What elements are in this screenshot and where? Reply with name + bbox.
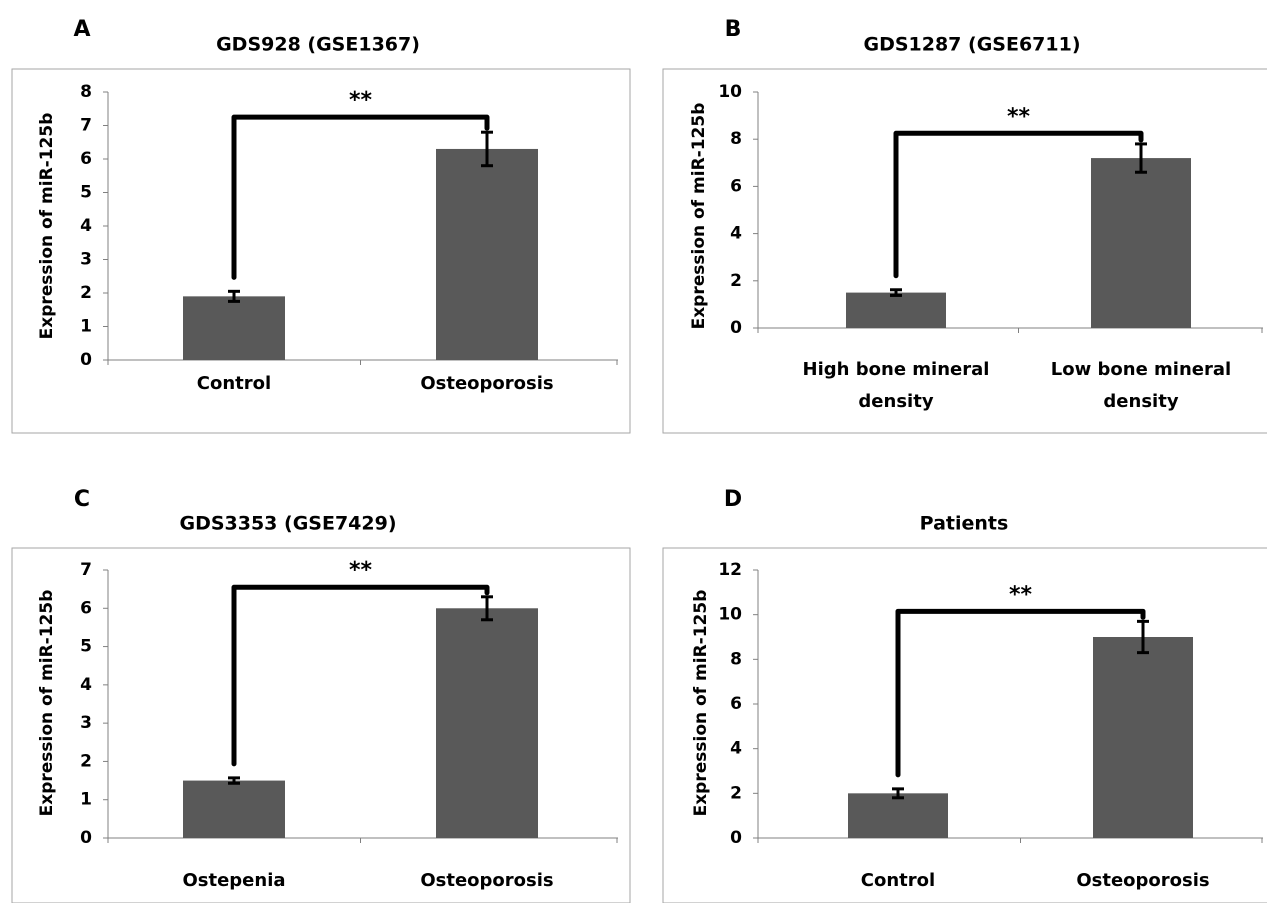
- bar: [848, 793, 948, 838]
- x-tick-label: density: [1103, 391, 1178, 412]
- y-tick-label: 1: [80, 317, 92, 337]
- y-tick-label: 6: [80, 598, 92, 618]
- y-axis-label: Expression of miR-125b: [691, 590, 711, 817]
- y-tick-label: 1: [80, 790, 92, 810]
- significance-label: **: [349, 88, 373, 113]
- bar: [1093, 637, 1193, 838]
- y-tick-label: 4: [730, 224, 742, 244]
- bar: [1091, 158, 1191, 328]
- bar: [846, 292, 946, 328]
- panel-d: D Patients 0 2 4 6 8 10 12 Expression of miR-125b…: [662, 487, 1267, 903]
- significance-label: **: [349, 558, 373, 583]
- y-tick-label: 3: [80, 713, 92, 733]
- y-tick-label: 6: [730, 176, 742, 196]
- y-tick-label: 2: [80, 283, 92, 303]
- chart-title: GDS3353 (GSE7429): [179, 513, 396, 535]
- y-tick-label: 8: [80, 82, 92, 102]
- bar: [183, 296, 285, 360]
- y-tick-label: 0: [80, 350, 92, 370]
- y-tick-label: 4: [80, 675, 92, 695]
- chart-title: GDS1287 (GSE6711): [863, 34, 1080, 56]
- x-tick-label: Ostepenia: [182, 870, 285, 891]
- y-tick-label: 4: [730, 739, 742, 759]
- chart-title: Patients: [920, 513, 1009, 535]
- y-tick-label: 3: [80, 250, 92, 270]
- y-tick-label: 6: [80, 149, 92, 169]
- y-axis-label: Expression of miR-125b: [689, 103, 709, 330]
- x-tick-label: Osteoporosis: [1076, 870, 1209, 891]
- y-tick-label: 2: [80, 751, 92, 771]
- significance-label: **: [1009, 582, 1033, 607]
- chart-title: GDS928 (GSE1367): [216, 34, 420, 56]
- y-tick-label: 0: [730, 828, 742, 848]
- y-tick-label: 7: [80, 116, 92, 136]
- panel-c: C GDS3353 (GSE7429) 0 1 2 3 4 5 6 7 Expression of …: [11, 487, 631, 903]
- y-tick-label: 4: [80, 216, 92, 236]
- y-tick-label: 7: [80, 560, 92, 580]
- significance-bracket: [231, 584, 490, 767]
- x-tick-label: High bone mineral: [803, 359, 990, 380]
- y-tick-label: 12: [718, 560, 742, 580]
- y-tick-label: 8: [730, 649, 742, 669]
- significance-bracket: [231, 114, 490, 280]
- panel-letter: C: [74, 487, 90, 512]
- panel-letter: D: [724, 487, 742, 512]
- bar: [183, 780, 285, 838]
- y-tick-label: 8: [730, 129, 742, 149]
- y-tick-label: 2: [730, 783, 742, 803]
- y-tick-label: 0: [730, 318, 742, 338]
- bar: [436, 608, 538, 838]
- y-tick-label: 5: [80, 637, 92, 657]
- x-tick-label: Control: [861, 870, 935, 891]
- bar: [436, 148, 538, 360]
- significance-bracket: [895, 608, 1146, 778]
- panel-letter: A: [73, 17, 90, 42]
- y-axis-label: Expression of miR-125b: [37, 590, 57, 817]
- panel-letter: B: [725, 17, 742, 42]
- x-tick-label: Osteoporosis: [420, 373, 553, 394]
- y-tick-label: 6: [730, 694, 742, 714]
- x-tick-label: Low bone mineral: [1051, 359, 1231, 380]
- y-tick-label: 10: [718, 82, 742, 102]
- y-tick-label: 5: [80, 183, 92, 203]
- significance-bracket: [893, 130, 1144, 279]
- x-tick-label: density: [858, 391, 933, 412]
- panel-a: A GDS928 (GSE1367) 0 1 2 3 4 5 6 7 8 Expression of …: [11, 17, 631, 434]
- y-tick-label: 10: [718, 605, 742, 625]
- y-tick-label: 2: [730, 271, 742, 291]
- significance-label: **: [1007, 104, 1031, 129]
- y-tick-label: 0: [80, 828, 92, 848]
- x-tick-label: Osteoporosis: [420, 870, 553, 891]
- y-axis-label: Expression of miR-125b: [37, 113, 57, 340]
- x-tick-label: Control: [197, 373, 271, 394]
- panel-b: B GDS1287 (GSE6711) 0 2 4 6 8 10 Expression of m…: [662, 17, 1267, 434]
